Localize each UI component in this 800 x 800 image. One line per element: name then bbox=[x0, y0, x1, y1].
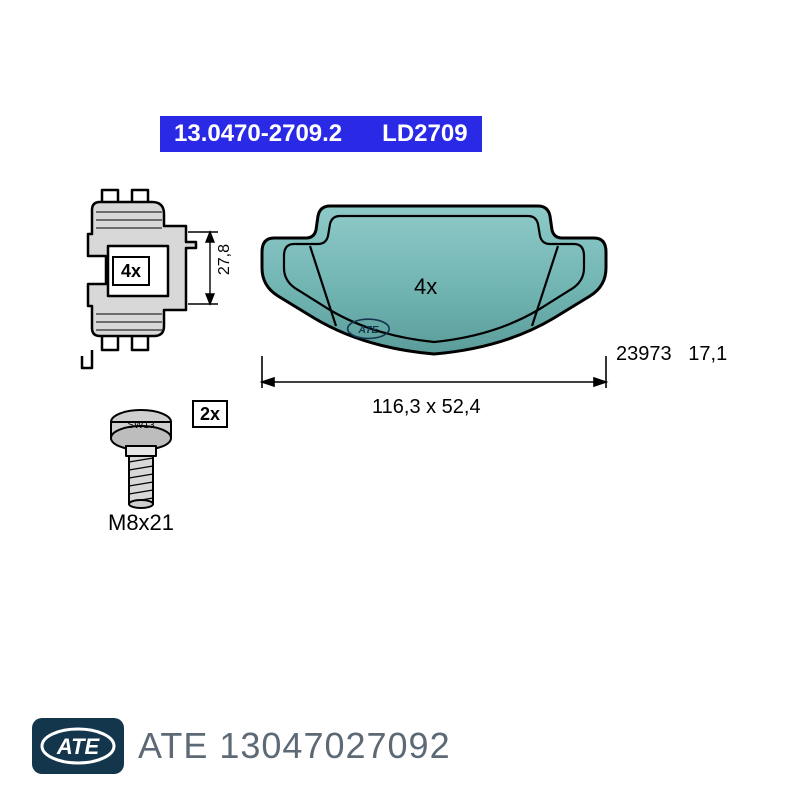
brand-badge-icon: ATE bbox=[36, 724, 120, 768]
caption-brand: ATE bbox=[138, 725, 208, 766]
caption-bar: ATE ATE 13047027092 bbox=[32, 718, 800, 774]
pad-side-code: 23973 17,1 bbox=[616, 343, 727, 366]
bolt-assembly: SW13 2x M8x21 bbox=[86, 402, 236, 542]
caption-text: ATE 13047027092 bbox=[138, 725, 451, 767]
header-bar: 13.0470-2709.2 LD2709 bbox=[160, 116, 482, 152]
clip-qty: 4x bbox=[121, 261, 141, 282]
bolt-qty: 2x bbox=[200, 404, 220, 425]
bolt-thread-label: M8x21 bbox=[108, 510, 174, 536]
caption-part-number: 13047027092 bbox=[219, 725, 450, 766]
clip-height-dim: 27,8 bbox=[216, 244, 234, 275]
svg-text:ATE: ATE bbox=[56, 734, 101, 759]
bolt-qty-box: 2x bbox=[192, 400, 228, 428]
clip-qty-box: 4x bbox=[112, 256, 150, 286]
brake-pad: ATE 4x 116,3 x 52,4 23973 17,1 bbox=[254, 196, 714, 436]
pad-code: 23973 bbox=[616, 343, 672, 365]
pad-dimensions: 116,3 x 52,4 bbox=[372, 396, 481, 419]
pad-qty-label: 4x bbox=[414, 274, 437, 300]
clip-svg bbox=[78, 186, 238, 376]
pad-thickness: 17,1 bbox=[688, 343, 727, 365]
brand-badge: ATE bbox=[32, 718, 124, 774]
bolt-hex-text: SW13 bbox=[127, 420, 155, 431]
svg-text:ATE: ATE bbox=[357, 325, 379, 336]
header-code: LD2709 bbox=[382, 120, 467, 148]
clip-assembly: 4x 27,8 bbox=[78, 186, 238, 376]
header-part-number: 13.0470-2709.2 bbox=[174, 120, 342, 148]
diagram-canvas: 13.0470-2709.2 LD2709 bbox=[0, 0, 800, 800]
